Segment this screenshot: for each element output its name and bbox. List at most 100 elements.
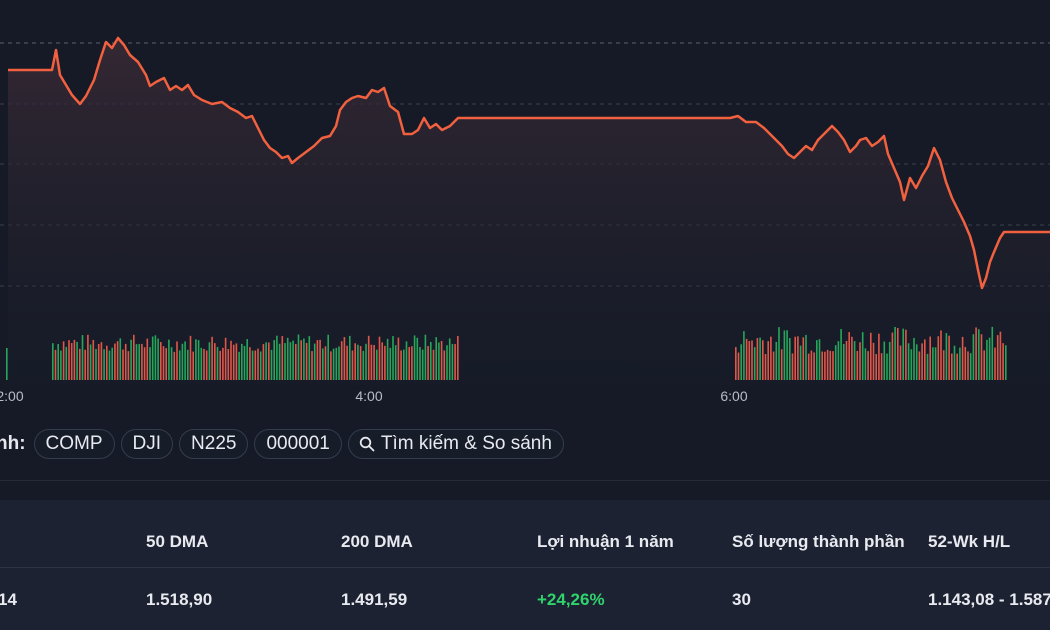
- volume-bar: [151, 336, 154, 380]
- volume-bar: [775, 341, 778, 380]
- volume-bar: [268, 342, 270, 380]
- time-label-6: 6:00: [720, 388, 748, 404]
- volume-bar: [381, 342, 383, 380]
- volume-bar: [259, 351, 262, 380]
- volume-bar: [770, 336, 772, 380]
- volume-bar: [821, 351, 823, 380]
- volume-bar: [346, 345, 348, 380]
- compare-chip-comp[interactable]: COMP: [33, 429, 115, 459]
- compare-row: nh: COMP DJI N225 000001 Tìm kiếm & So s…: [0, 428, 564, 460]
- volume-bar: [789, 338, 791, 380]
- volume-bar: [975, 327, 977, 380]
- search-compare-button[interactable]: Tìm kiếm & So sánh: [347, 429, 564, 459]
- volume-bar: [813, 352, 815, 380]
- volume-bar: [794, 336, 796, 380]
- volume-bar: [116, 341, 119, 380]
- volume-bar: [289, 342, 292, 380]
- volume-bar: [983, 350, 985, 380]
- volume-bar: [837, 341, 840, 380]
- volume-bar: [246, 339, 248, 380]
- volume-bar: [365, 343, 367, 380]
- volume-bar: [165, 348, 167, 380]
- volume-bar: [799, 345, 802, 380]
- volume-bar: [76, 341, 78, 380]
- volume-bar: [141, 343, 143, 380]
- stat-value-200dma: 1.491,59: [341, 590, 408, 609]
- volume-bar: [276, 335, 278, 380]
- volume-bar: [308, 336, 311, 380]
- volume-bar: [915, 344, 918, 380]
- volume-bar: [143, 347, 146, 380]
- stat-header-components: Số lượng thành phần: [732, 532, 905, 551]
- volume-bar: [440, 341, 443, 380]
- volume-bar: [978, 329, 980, 380]
- volume-bar: [913, 337, 915, 380]
- volume-bar: [257, 348, 259, 380]
- compare-chip-dji[interactable]: DJI: [120, 429, 174, 459]
- volume-bar: [65, 346, 68, 380]
- stat-header-52wk: 52-Wk H/L: [928, 532, 1011, 551]
- volume-bar: [762, 340, 764, 380]
- volume-bar: [932, 347, 934, 380]
- volume-bar: [791, 353, 794, 380]
- volume-bar: [411, 346, 413, 380]
- volume-bar: [6, 348, 8, 380]
- search-compare-label: Tìm kiếm & So sánh: [380, 433, 552, 454]
- volume-bar: [392, 336, 394, 380]
- volume-bar: [991, 326, 994, 380]
- volume-bar: [270, 349, 273, 380]
- volume-bar: [421, 349, 424, 380]
- volume-bar: [351, 350, 354, 380]
- compare-chip-n225[interactable]: N225: [179, 429, 249, 459]
- compare-chip-000001[interactable]: 000001: [254, 429, 342, 459]
- volume-bar: [934, 347, 937, 380]
- volume-bar: [173, 351, 176, 380]
- volume-bar: [980, 334, 983, 380]
- volume-bar: [953, 345, 956, 380]
- volume-bar: [205, 350, 208, 380]
- volume-bar: [759, 337, 761, 380]
- volume-bar: [211, 336, 213, 380]
- volume-bar: [338, 346, 340, 380]
- section-divider: [0, 480, 1050, 481]
- volume-bar: [853, 341, 856, 380]
- volume-bar: [170, 347, 173, 380]
- volume-bar: [362, 350, 365, 380]
- volume-bar: [52, 343, 54, 380]
- volume-bar: [203, 348, 205, 380]
- volume-bar: [354, 343, 356, 380]
- volume-bar: [951, 353, 953, 380]
- volume-bar: [829, 350, 832, 380]
- stat-value-50dma: 1.518,90: [146, 590, 213, 609]
- volume-bar: [840, 329, 842, 380]
- volume-bar: [319, 339, 321, 380]
- volume-bar: [751, 340, 753, 380]
- volume-bar: [986, 339, 988, 380]
- volume-bar: [394, 345, 397, 380]
- volume-bar: [292, 340, 294, 380]
- volume-bar: [753, 347, 756, 380]
- volume-bar: [438, 342, 440, 380]
- volume-bar: [219, 350, 221, 380]
- volume-bar: [845, 340, 848, 380]
- volume-bar: [988, 337, 991, 380]
- volume-bar: [419, 347, 421, 380]
- volume-bar: [81, 335, 84, 380]
- volume-bar: [370, 344, 373, 380]
- volume-bar: [200, 347, 203, 380]
- volume-bar: [60, 350, 62, 380]
- volume-bar: [929, 336, 931, 380]
- volume-bar: [122, 349, 124, 380]
- volume-bar: [89, 344, 92, 380]
- volume-bar: [224, 337, 227, 380]
- volume-bar: [216, 346, 219, 380]
- volume-bar: [910, 349, 913, 380]
- price-line: [8, 36, 1050, 290]
- volume-bar: [335, 347, 338, 380]
- volume-bar: [92, 339, 95, 380]
- volume-bar: [802, 337, 805, 380]
- volume-bar: [340, 341, 343, 380]
- intraday-chart[interactable]: 2:00 4:00 6:00: [0, 0, 1050, 420]
- volume-bar: [457, 336, 459, 380]
- stat-header-200dma: 200 DMA: [341, 532, 413, 551]
